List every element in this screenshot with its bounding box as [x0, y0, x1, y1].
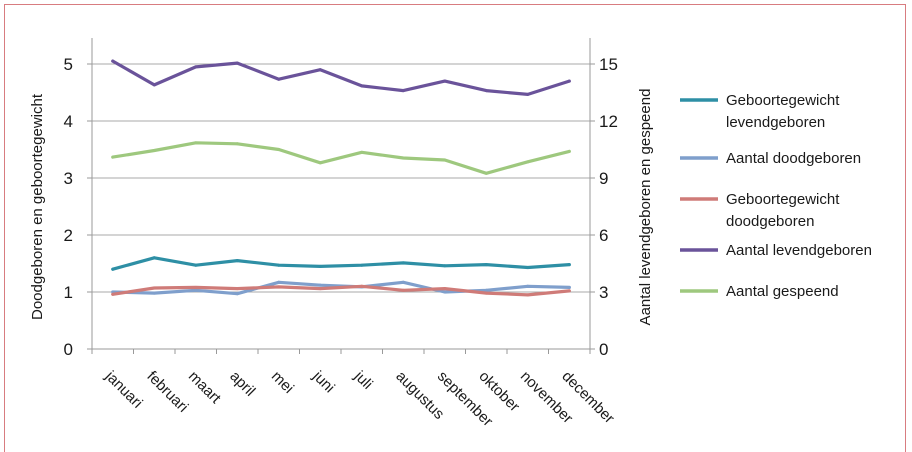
- series-line: [111, 59, 571, 97]
- data-point: [235, 292, 239, 296]
- data-point: [567, 79, 571, 83]
- right-tick-label: 3: [599, 283, 608, 302]
- data-point: [526, 92, 530, 96]
- data-point: [401, 280, 405, 284]
- data-point: [526, 160, 530, 164]
- chart-frame: [4, 4, 906, 452]
- data-point: [318, 264, 322, 268]
- data-point: [360, 84, 364, 88]
- category-label: maart: [185, 368, 225, 408]
- data-point: [152, 83, 156, 87]
- legend-label: Aantal doodgeboren: [726, 150, 861, 167]
- right-tick-label: 12: [599, 112, 618, 131]
- data-point: [401, 156, 405, 160]
- data-point: [443, 158, 447, 162]
- legend-label: Geboortegewicht: [726, 92, 840, 109]
- axes: [91, 38, 591, 354]
- data-point: [484, 291, 488, 295]
- right-axis-ticks: 0 3 6 9 12 15: [590, 55, 618, 359]
- data-point: [484, 171, 488, 175]
- right-tick-label: 0: [599, 340, 608, 359]
- category-label: juli: [350, 367, 376, 393]
- left-tick-label: 3: [64, 169, 73, 188]
- data-point: [111, 155, 115, 159]
- data-point: [567, 263, 571, 267]
- left-tick-label: 1: [64, 283, 73, 302]
- legend-label: doodgeboren: [726, 213, 814, 230]
- series-lines: [111, 59, 571, 297]
- data-point: [360, 284, 364, 288]
- data-point: [443, 287, 447, 291]
- gridlines: [92, 63, 590, 293]
- left-axis-label: Doodgeboren en geboortegewicht: [29, 93, 46, 320]
- data-point: [401, 89, 405, 93]
- data-point: [194, 141, 198, 145]
- data-point: [194, 288, 198, 292]
- data-point: [194, 263, 198, 267]
- data-point: [484, 288, 488, 292]
- data-point: [235, 142, 239, 146]
- right-tick-label: 6: [599, 226, 608, 245]
- data-point: [235, 287, 239, 291]
- data-point: [111, 267, 115, 271]
- left-tick-label: 4: [64, 112, 73, 131]
- data-point: [360, 150, 364, 154]
- data-point: [277, 285, 281, 289]
- category-label: januari: [101, 367, 146, 412]
- data-point: [526, 265, 530, 269]
- data-point: [111, 59, 115, 63]
- data-point: [277, 148, 281, 151]
- data-point: [443, 290, 447, 294]
- right-tick-label: 15: [599, 55, 618, 74]
- category-label: mei: [268, 368, 297, 397]
- data-point: [360, 263, 364, 267]
- series-line: [111, 141, 571, 175]
- category-label: juni: [309, 367, 338, 396]
- data-point: [484, 263, 488, 267]
- data-point: [401, 261, 405, 265]
- data-point: [318, 68, 322, 72]
- data-point: [235, 259, 239, 263]
- left-tick-label: 5: [64, 55, 73, 74]
- data-point: [567, 285, 571, 289]
- left-tick-label: 0: [64, 340, 73, 359]
- data-point: [277, 280, 281, 284]
- data-point: [567, 289, 571, 293]
- data-point: [318, 283, 322, 287]
- data-point: [152, 256, 156, 260]
- left-tick-label: 2: [64, 226, 73, 245]
- legend-label: Aantal gespeend: [726, 283, 839, 300]
- data-point: [484, 89, 488, 93]
- data-point: [526, 284, 530, 288]
- right-tick-label: 9: [599, 169, 608, 188]
- data-point: [443, 79, 447, 83]
- category-label: april: [226, 368, 258, 400]
- legend-label: levendgeboren: [726, 114, 825, 131]
- series-line: [111, 284, 571, 297]
- category-label: februari: [143, 368, 191, 416]
- data-point: [318, 287, 322, 291]
- series-line: [111, 256, 571, 271]
- left-axis-ticks: 0 1 2 3 4 5: [64, 55, 92, 359]
- data-point: [235, 61, 239, 65]
- data-point: [194, 65, 198, 69]
- data-point: [111, 292, 115, 296]
- data-point: [526, 293, 530, 297]
- legend-label: Geboortegewicht: [726, 191, 840, 208]
- data-point: [152, 286, 156, 290]
- right-axis-label: Aantal levendgeboren en gespeend: [637, 89, 654, 326]
- data-point: [277, 77, 281, 81]
- data-point: [194, 285, 198, 289]
- data-point: [152, 291, 156, 295]
- data-point: [318, 161, 322, 165]
- data-point: [277, 263, 281, 267]
- data-point: [443, 264, 447, 268]
- legend: Geboortegewicht levendgeboren Aantal doodg…: [680, 92, 872, 300]
- data-point: [152, 148, 156, 152]
- legend-label: Aantal levendgeboren: [726, 242, 872, 259]
- data-point: [567, 149, 571, 153]
- data-point: [401, 288, 405, 292]
